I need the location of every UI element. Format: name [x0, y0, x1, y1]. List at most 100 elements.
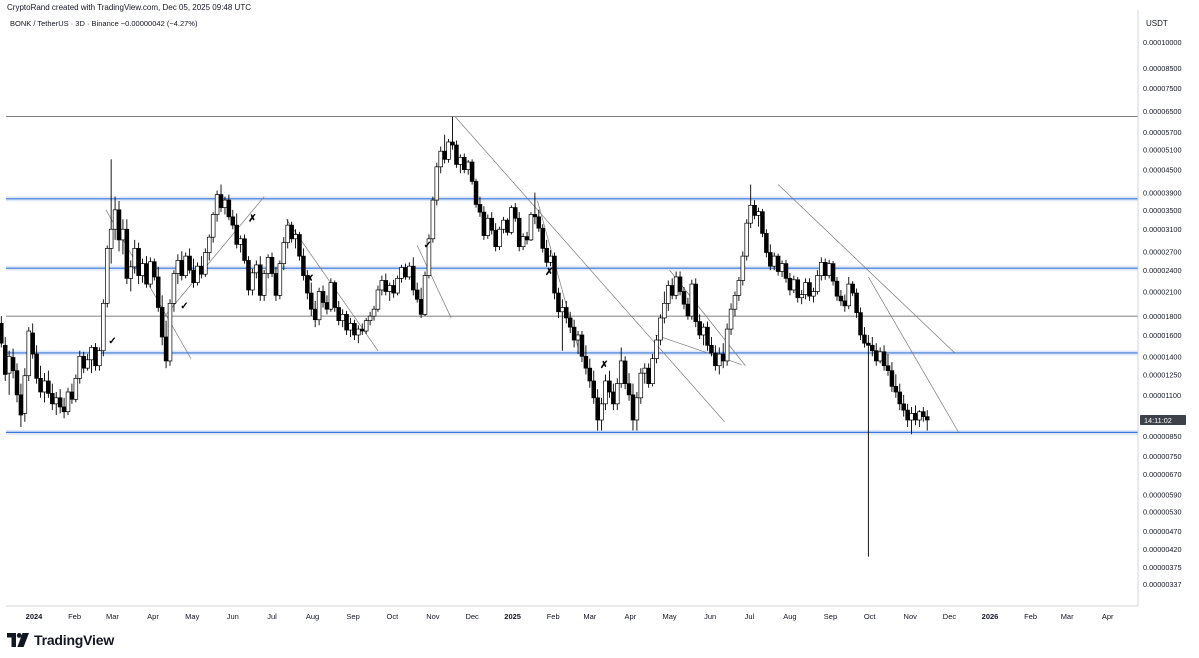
candle-body — [438, 150, 443, 168]
candle-body — [336, 307, 341, 321]
candle-body — [501, 219, 506, 230]
x-tick-label: Jul — [745, 612, 755, 621]
candle-body — [889, 370, 895, 387]
y-tick-label: 0.00002100 — [1143, 288, 1182, 297]
candle-body — [909, 412, 914, 421]
candle-body — [320, 291, 326, 303]
candle-body — [6, 355, 12, 374]
candle-body — [183, 255, 188, 276]
candle-body — [383, 280, 389, 292]
candle-body — [493, 229, 498, 248]
x-tick-label: Jun — [227, 612, 239, 621]
y-tick-label: 0.00000375 — [1143, 563, 1182, 572]
candle-body — [642, 367, 647, 374]
candle-body — [830, 263, 836, 282]
candle-body — [481, 211, 487, 236]
candle-body — [536, 216, 542, 229]
candle-body — [842, 300, 848, 307]
candle-body — [791, 279, 797, 291]
annotation-marker: ✗ — [248, 214, 256, 225]
candle-body — [293, 234, 298, 240]
candle-body — [893, 386, 899, 393]
candle-body — [363, 320, 369, 332]
candlesticks — [0, 116, 930, 557]
candle-body — [265, 257, 271, 274]
y-tick-label: 0.00003900 — [1143, 189, 1182, 198]
candle-body — [120, 228, 126, 241]
candle-body — [399, 267, 404, 279]
candle-body — [666, 285, 671, 304]
y-tick-label: 0.00006500 — [1143, 107, 1182, 116]
candle-body — [254, 264, 259, 274]
candle-body — [462, 157, 467, 171]
candle-body — [144, 263, 149, 285]
candle-body — [819, 262, 824, 276]
candle-body — [485, 217, 491, 236]
candle-body — [163, 336, 169, 362]
candle-body — [61, 406, 67, 413]
candle-body — [540, 227, 545, 249]
candle-body — [375, 289, 381, 310]
candle-body — [524, 236, 530, 241]
candle-body — [826, 263, 832, 276]
candle-body — [289, 224, 294, 240]
candle-body — [273, 273, 279, 296]
candle-body — [97, 350, 102, 367]
candle-body — [328, 282, 334, 310]
candle-body — [618, 360, 624, 385]
candle-body — [677, 276, 683, 292]
y-tick-label: 0.00008500 — [1143, 64, 1182, 73]
candle-body — [179, 260, 185, 276]
candle-body — [65, 391, 71, 413]
x-tick-label: Apr — [147, 612, 159, 621]
candle-body — [913, 412, 918, 421]
candle-body — [132, 248, 137, 268]
candle-body — [136, 248, 141, 276]
candle-body — [866, 342, 871, 346]
candle-body — [822, 262, 828, 276]
candle-body — [340, 314, 345, 321]
candle-body — [815, 275, 820, 292]
candle-body — [387, 285, 392, 292]
x-tick-label: Sep — [346, 612, 359, 621]
annotation-marker: ✗ — [306, 274, 314, 285]
candle-body — [171, 273, 177, 304]
candle-body — [571, 326, 577, 341]
candle-body — [81, 355, 86, 369]
candle-body — [917, 411, 922, 421]
candle-body — [465, 161, 471, 171]
tradingview-brand[interactable]: TradingView — [7, 632, 114, 648]
annotation-markers: ✓ ✓ ✗ ✗ ✓ ✗ ✗ — [108, 214, 608, 371]
annotation-marker: ✗ — [545, 267, 553, 278]
candle-body — [764, 233, 769, 253]
candle-body — [603, 380, 608, 405]
candle-body — [513, 207, 518, 219]
y-tick-label: 0.00001100 — [1143, 391, 1181, 400]
y-tick-label: 0.00000420 — [1143, 545, 1182, 554]
x-tick-label: Jun — [704, 612, 716, 621]
candle-body — [30, 332, 35, 355]
candle-body — [654, 339, 659, 359]
candle-body — [634, 397, 640, 421]
candle-body — [850, 283, 855, 294]
candle-body — [234, 224, 239, 245]
candle-body — [705, 326, 710, 346]
horizontal-levels — [6, 116, 1138, 435]
candle-body — [646, 367, 651, 385]
annotation-marker: ✓ — [180, 301, 188, 312]
candle-body — [199, 265, 204, 275]
candle-body — [564, 307, 569, 319]
candle-body — [257, 264, 263, 296]
candle-body — [155, 276, 161, 308]
x-tick-label: 2025 — [504, 612, 521, 621]
x-tick-label: May — [663, 612, 677, 621]
candle-body — [281, 242, 287, 264]
publisher-credit: CryptoRand created with TradingView.com,… — [7, 3, 251, 12]
candle-body — [148, 261, 153, 285]
x-tick-label: Feb — [1024, 612, 1037, 621]
candle-body — [214, 194, 220, 215]
candle-body — [854, 292, 859, 313]
candle-body — [57, 397, 63, 408]
